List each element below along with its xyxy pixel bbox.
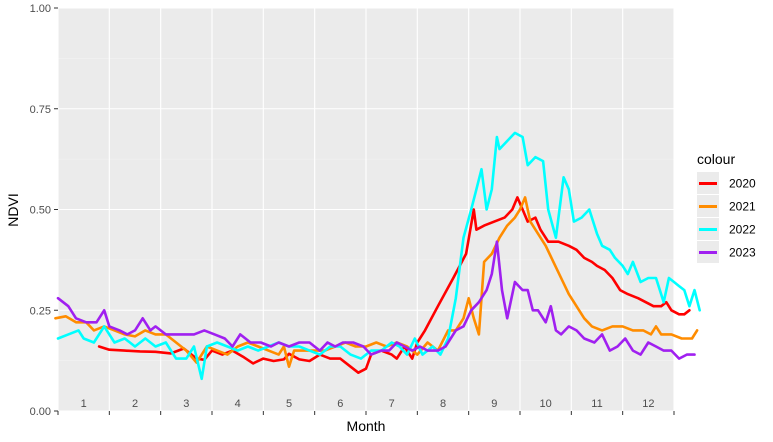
legend-label-2020: 2020 xyxy=(729,177,756,191)
y-tick-label: 0.00 xyxy=(30,406,51,418)
x-axis-title: Month xyxy=(347,418,386,434)
y-tick-label: 1.00 xyxy=(30,3,51,15)
y-axis: 0.00 0.25 0.50 0.75 1.00 xyxy=(30,3,58,418)
month-label-4: 4 xyxy=(235,398,241,410)
series-line-2023 xyxy=(56,240,696,360)
month-label-3: 3 xyxy=(183,398,189,410)
x-axis xyxy=(57,411,675,415)
y-tick-label: 0.50 xyxy=(30,205,51,217)
month-label-1: 1 xyxy=(81,398,87,410)
legend-title: colour xyxy=(697,151,735,167)
series-lines xyxy=(54,131,701,381)
legend-label-2021: 2021 xyxy=(729,200,756,214)
month-label-8: 8 xyxy=(440,398,446,410)
month-label-6: 6 xyxy=(337,398,343,410)
month-label-12: 12 xyxy=(642,398,654,410)
legend: colour 2020 2021 2022 2023 xyxy=(697,151,756,263)
month-label-10: 10 xyxy=(540,398,552,410)
legend-label-2022: 2022 xyxy=(729,223,756,237)
month-labels: 1 2 3 4 5 6 7 8 9 10 11 12 xyxy=(81,398,655,410)
y-tick-label: 0.25 xyxy=(30,305,51,317)
month-label-2: 2 xyxy=(132,398,138,410)
month-label-9: 9 xyxy=(491,398,497,410)
month-label-7: 7 xyxy=(389,398,395,410)
series-line-2020 xyxy=(97,196,691,374)
y-tick-label: 0.75 xyxy=(30,104,51,116)
legend-label-2023: 2023 xyxy=(729,246,756,260)
month-label-11: 11 xyxy=(591,398,602,410)
month-label-5: 5 xyxy=(286,398,292,410)
y-axis-title: NDVI xyxy=(5,193,21,226)
